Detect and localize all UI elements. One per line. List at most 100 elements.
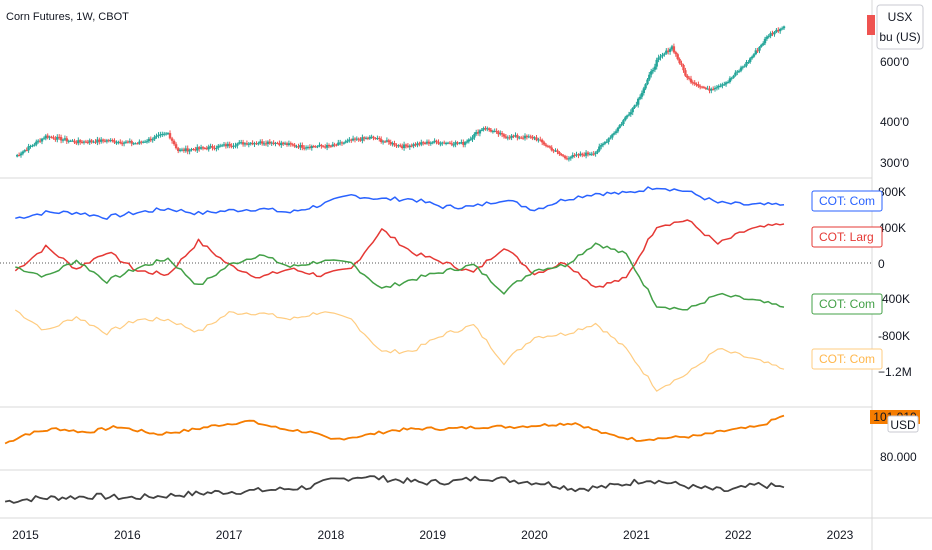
- candle-body: [103, 140, 107, 142]
- candle-body: [222, 144, 226, 146]
- candle-body: [27, 146, 30, 151]
- candle-body: [562, 155, 565, 157]
- candle-body: [327, 145, 331, 146]
- candle-body: [482, 128, 485, 130]
- candle-body: [124, 141, 128, 143]
- candle-body: [303, 147, 306, 149]
- candle-body: [262, 143, 266, 145]
- candle-body: [463, 142, 467, 145]
- candle-body: [736, 71, 739, 73]
- candle-body: [287, 143, 291, 145]
- candle-body: [579, 153, 582, 156]
- candle-body: [500, 133, 504, 135]
- candle-body: [550, 147, 553, 151]
- candle-body: [704, 87, 707, 89]
- candle-body: [712, 88, 715, 90]
- candle-body: [21, 151, 25, 154]
- cot-series: [14, 186, 785, 392]
- legend-cot-commercial[interactable]: COT: Com: [811, 190, 883, 212]
- candle-body: [276, 142, 279, 144]
- time-axis[interactable]: 2015 2016 2017 2018 2019 2020 2021 2022 2023: [12, 528, 854, 542]
- candle-body: [435, 140, 438, 142]
- candle-body: [777, 29, 780, 32]
- candle-body: [272, 142, 275, 144]
- candle-body: [259, 141, 262, 144]
- candle-body: [516, 135, 519, 138]
- usd-unit-box[interactable]: USD: [887, 415, 919, 433]
- candle-body: [756, 50, 759, 52]
- candle-body: [697, 84, 700, 87]
- candle-body: [600, 145, 603, 147]
- candle-body: [737, 70, 741, 72]
- candle-body: [143, 141, 147, 143]
- candle-body: [749, 58, 752, 62]
- candle-body: [719, 85, 722, 87]
- candle-body: [29, 146, 32, 147]
- candle-body: [484, 128, 487, 130]
- candle-body: [130, 141, 133, 144]
- candle-body: [65, 138, 68, 142]
- candle-body: [90, 140, 93, 142]
- candle-body: [217, 145, 220, 148]
- candle-body: [180, 149, 184, 151]
- candle-body: [335, 144, 338, 146]
- candle-body: [75, 142, 78, 144]
- candle-body: [240, 142, 243, 144]
- candle-body: [25, 150, 28, 152]
- candle-body: [713, 88, 717, 90]
- candle-body: [416, 143, 419, 146]
- candle-body: [37, 140, 40, 142]
- candle-body: [743, 65, 746, 67]
- candle-body: [620, 123, 623, 126]
- candle-body: [721, 84, 724, 86]
- legend-cot-large[interactable]: COT: Larg: [811, 226, 883, 248]
- candle-body: [633, 105, 636, 108]
- cot-axis-label: 0: [878, 257, 885, 271]
- price-series: [16, 25, 786, 162]
- candle-body: [353, 138, 357, 140]
- candle-body: [161, 134, 164, 135]
- candle-body: [508, 137, 511, 139]
- candle-body: [310, 146, 313, 148]
- candle-body: [82, 141, 86, 143]
- candle-body: [406, 145, 410, 148]
- candle-body: [734, 72, 737, 76]
- candle-body: [209, 146, 212, 148]
- candle-body: [702, 86, 706, 88]
- candle-body: [138, 141, 141, 144]
- candle-body: [414, 144, 417, 146]
- legend-label: COT: Larg: [819, 230, 874, 244]
- legend-cot-commercial-net[interactable]: COT: Com: [811, 293, 883, 315]
- candle-body: [730, 77, 733, 79]
- candle-body: [527, 136, 530, 138]
- candle-body: [134, 143, 137, 145]
- price-unit-box[interactable]: USX bu (US): [876, 4, 924, 50]
- cot-axis-label: -800K: [878, 329, 910, 343]
- candle-body: [164, 133, 168, 135]
- candle-body: [73, 140, 76, 143]
- legend-cot-commercial-short[interactable]: COT: Com: [811, 348, 883, 370]
- candle-body: [443, 142, 446, 144]
- usd-line: [4, 414, 785, 445]
- candle-body: [136, 143, 139, 145]
- candle-body: [88, 140, 91, 143]
- candle-body: [596, 150, 599, 153]
- candle-body: [219, 145, 222, 147]
- candle-body: [480, 129, 483, 131]
- candle-body: [687, 77, 691, 79]
- candle-body: [67, 140, 70, 142]
- candle-body: [170, 138, 174, 141]
- candle-body: [773, 32, 776, 35]
- candle-body: [638, 96, 642, 99]
- cot-commercial-net-line: [15, 242, 785, 311]
- candle-body: [241, 142, 245, 145]
- candle-body: [282, 142, 285, 144]
- candle-body: [357, 138, 360, 140]
- candle-body: [410, 145, 413, 147]
- candle-body: [754, 50, 757, 55]
- unit-measure: bu (US): [879, 30, 920, 44]
- candle-body: [670, 46, 674, 50]
- candle-body: [79, 140, 82, 142]
- candle-body: [220, 145, 224, 147]
